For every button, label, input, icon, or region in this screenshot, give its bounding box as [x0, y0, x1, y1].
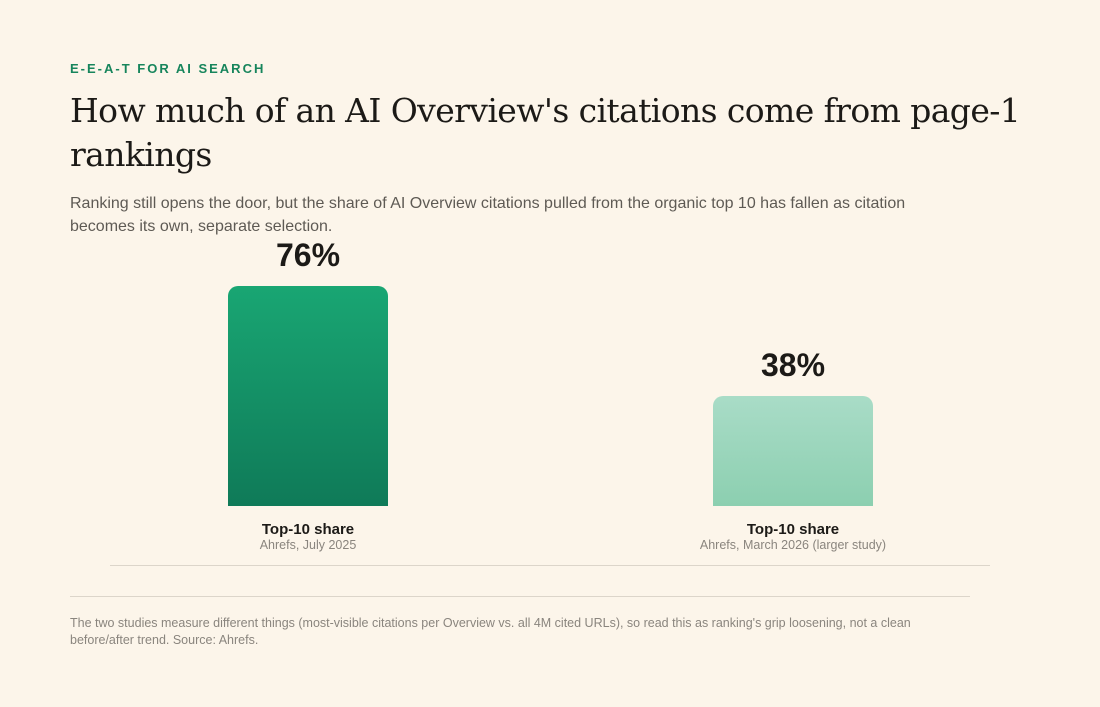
footnote: The two studies measure different things…	[70, 616, 911, 647]
bar-value-label: 76%	[275, 237, 341, 273]
chart-subtitle: Ranking still opens the door, but the sh…	[70, 195, 906, 235]
bar-source-label: Ahrefs, March 2026 (larger study)	[699, 538, 887, 552]
chart-title: How much of an AI Overview's citations c…	[70, 91, 1021, 174]
bar	[713, 396, 873, 506]
eyebrow-label: E-E-A-T FOR AI SEARCH	[70, 61, 266, 76]
bar-value-label: 38%	[760, 347, 826, 383]
divider	[70, 596, 970, 597]
bar	[228, 286, 388, 506]
bar-source-label: Ahrefs, July 2025	[259, 538, 357, 552]
baseline	[110, 565, 990, 566]
bar-category-label: Top-10 share	[746, 521, 840, 538]
bar-category-label: Top-10 share	[261, 521, 355, 538]
